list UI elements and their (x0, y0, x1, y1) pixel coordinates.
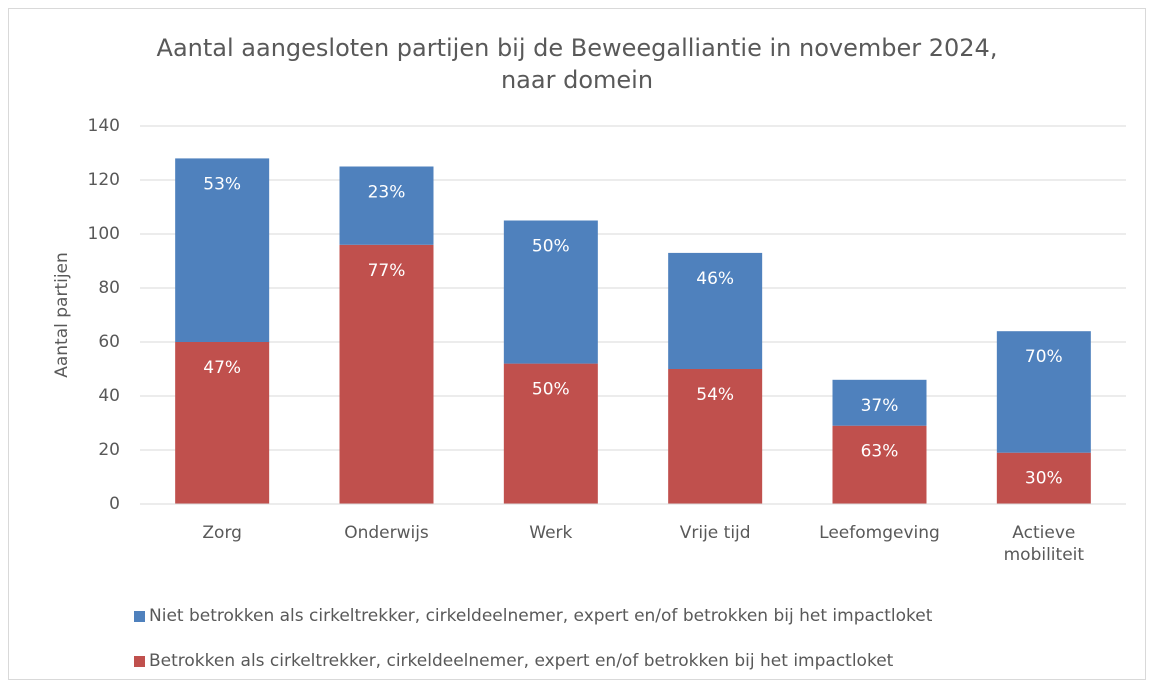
x-tick-label: Actieve mobiliteit (1003, 523, 1085, 565)
bar-segment (832, 425, 927, 504)
bar-segment (503, 363, 598, 504)
bar-segment (996, 331, 1091, 453)
legend-label: Niet betrokken als cirkeltrekker, cirkel… (149, 606, 933, 626)
share-label: 23% (368, 183, 406, 203)
share-label: 37% (861, 396, 899, 416)
bar-segment (503, 220, 598, 364)
share-label: 50% (532, 380, 570, 400)
share-label: 30% (1025, 469, 1063, 489)
legend-swatch (134, 655, 145, 667)
bar-segment (175, 158, 270, 342)
share-label: 77% (368, 261, 406, 281)
bar-segment (175, 342, 270, 504)
bar-segment (832, 379, 927, 426)
x-tick-label: Werk (529, 523, 573, 543)
y-tick-label: 60 (98, 332, 120, 352)
share-label: 47% (203, 358, 241, 378)
y-tick-label: 80 (98, 278, 120, 298)
share-label: 46% (696, 269, 734, 289)
y-tick-label: 140 (88, 116, 120, 136)
y-axis-label: Aantal partijen (52, 252, 72, 378)
legend-label: Betrokken als cirkeltrekker, cirkeldeeln… (149, 651, 894, 671)
y-tick-label: 120 (88, 170, 120, 190)
y-tick-label: 40 (98, 386, 120, 406)
legend-item: Niet betrokken als cirkeltrekker, cirkel… (134, 606, 932, 626)
y-tick-label: 0 (109, 494, 120, 514)
x-tick-label: Leefomgeving (819, 523, 940, 543)
x-tick-label: Vrije tijd (679, 523, 751, 543)
chart-title: Aantal aangesloten partijen bij de Bewee… (156, 34, 998, 94)
share-label: 70% (1025, 347, 1063, 367)
legend-swatch (134, 610, 145, 622)
y-tick-label: 100 (88, 224, 120, 244)
bar-segment (668, 252, 763, 369)
bar-segment (668, 369, 763, 504)
y-tick-label: 20 (98, 440, 120, 460)
legend-item: Betrokken als cirkeltrekker, cirkeldeeln… (134, 651, 893, 671)
share-label: 63% (861, 442, 899, 462)
share-label: 54% (696, 385, 734, 405)
bar-segment (996, 452, 1091, 504)
x-tick-label: Onderwijs (344, 523, 429, 543)
bar-segment (339, 166, 434, 245)
bar-segment (339, 244, 434, 505)
share-label: 50% (532, 237, 570, 257)
share-label: 53% (203, 174, 241, 194)
x-tick-label: Zorg (202, 523, 242, 543)
